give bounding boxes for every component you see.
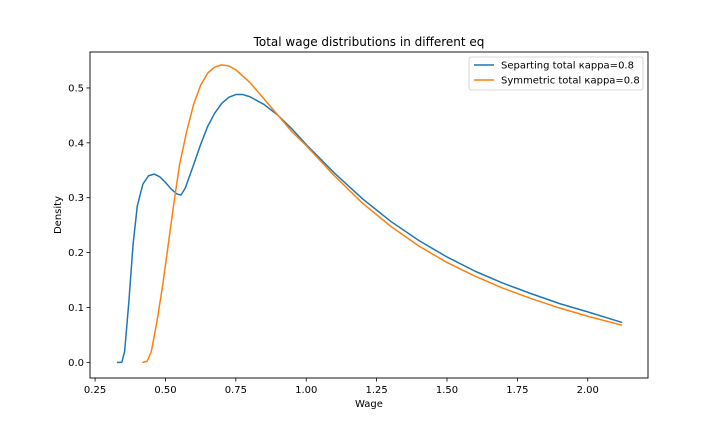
series-line-1 xyxy=(142,64,623,364)
x-tick-label: 0.25 xyxy=(84,385,106,396)
legend: Separting total карра=0.8 Symmetric tota… xyxy=(468,56,644,91)
chart-title: Total wage distributions in different eq xyxy=(253,35,485,49)
x-tick-label: 0.75 xyxy=(225,385,247,396)
x-tick-label: 1.75 xyxy=(506,385,528,396)
x-tick-label: 1.50 xyxy=(436,385,458,396)
plot-frame xyxy=(89,51,649,379)
y-tick-label: 0.0 xyxy=(68,358,84,369)
y-tick-label: 0.5 xyxy=(68,83,84,94)
y-axis-ticks: 0.0 0.1 0.2 0.3 0.4 0.5 xyxy=(68,83,90,369)
y-tick-label: 0.1 xyxy=(68,303,84,314)
y-tick-label: 0.4 xyxy=(68,138,84,149)
legend-label-symmetric: Symmetric total карра=0.8 xyxy=(501,76,640,87)
y-tick-label: 0.2 xyxy=(68,248,84,259)
x-tick-label: 1.00 xyxy=(295,385,317,396)
x-axis-label: Wage xyxy=(355,399,383,410)
y-tick-label: 0.3 xyxy=(68,193,84,204)
x-tick-label: 0.50 xyxy=(154,385,176,396)
legend-box xyxy=(468,56,644,91)
series-line-0 xyxy=(116,93,623,364)
x-tick-label: 2.00 xyxy=(577,385,599,396)
x-tick-label: 1.25 xyxy=(365,385,387,396)
series-layer xyxy=(116,64,623,364)
plot-area: 0.25 0.50 0.75 1.00 1.25 1.50 1.75 2.00 0.00.10… xyxy=(68,51,649,396)
y-axis-label: Density xyxy=(53,196,64,234)
x-axis-ticks: 0.25 0.50 0.75 1.00 1.25 1.50 1.75 2.00 xyxy=(84,378,599,396)
legend-label-separating: Separting total карра=0.8 xyxy=(501,61,634,72)
